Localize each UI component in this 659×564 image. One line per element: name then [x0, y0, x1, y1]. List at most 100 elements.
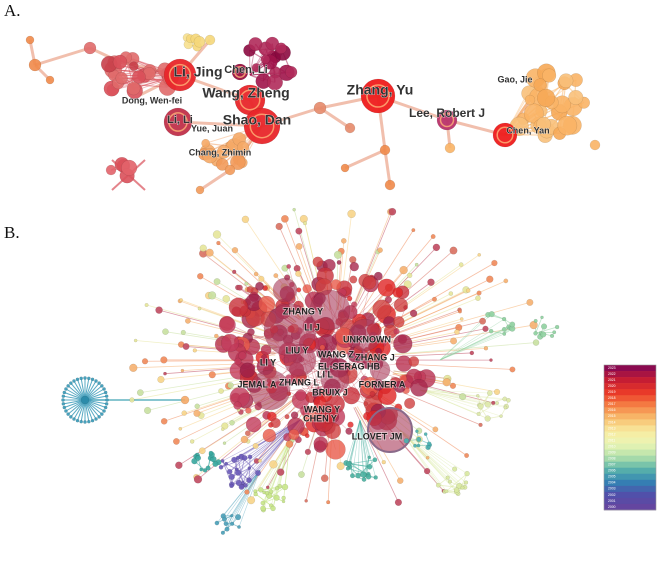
- node: [454, 329, 460, 335]
- node: [283, 343, 317, 377]
- edge: [439, 328, 513, 361]
- node: [360, 471, 367, 478]
- node-label: Gao, Jie: [497, 74, 532, 84]
- node: [262, 428, 277, 443]
- node: [160, 356, 168, 364]
- node-label: ZHANG J: [355, 352, 395, 362]
- edge: [346, 419, 361, 464]
- node: [247, 466, 252, 471]
- node: [450, 337, 458, 345]
- node: [482, 325, 489, 332]
- node: [258, 295, 276, 313]
- edge: [245, 472, 259, 486]
- node: [365, 473, 372, 480]
- node: [475, 393, 480, 398]
- node: [226, 468, 233, 475]
- legend: 2023 2022 2021 2020 2019 2018 2017 2016 2015 2014…: [603, 364, 657, 511]
- node: [284, 414, 290, 420]
- node: [198, 447, 206, 455]
- node: [260, 505, 266, 512]
- node-label: ZHANG L: [279, 377, 319, 387]
- node: [160, 417, 168, 425]
- edge: [386, 385, 481, 426]
- node: [264, 490, 270, 496]
- node: [313, 101, 327, 115]
- node: [270, 505, 276, 512]
- node: [103, 390, 108, 395]
- node: [62, 390, 67, 395]
- edge: [348, 419, 361, 465]
- node: [286, 264, 292, 269]
- node: [69, 381, 73, 385]
- legend-swatch: [604, 485, 656, 493]
- node: [552, 330, 557, 335]
- node: [157, 375, 165, 384]
- node: [212, 460, 219, 467]
- node: [115, 71, 128, 85]
- node: [100, 412, 104, 416]
- node: [477, 252, 482, 257]
- edge: [160, 367, 276, 380]
- node: [266, 74, 283, 91]
- node-label: LI J: [304, 322, 320, 332]
- edge: [263, 439, 291, 493]
- node: [229, 483, 234, 489]
- legend-swatch: [604, 383, 656, 390]
- node: [216, 144, 231, 159]
- node: [340, 238, 347, 244]
- node: [61, 401, 66, 406]
- nodes: [25, 33, 601, 535]
- node: [449, 382, 457, 389]
- legend-swatch: [604, 503, 656, 511]
- node: [304, 433, 310, 439]
- node: [83, 420, 87, 424]
- node: [104, 394, 109, 399]
- node: [302, 284, 312, 294]
- node: [449, 246, 458, 255]
- node: [524, 94, 536, 106]
- node: [72, 417, 76, 421]
- node: [430, 234, 436, 240]
- node: [465, 288, 471, 293]
- legend-label: 2002: [608, 493, 616, 497]
- node: [491, 259, 498, 267]
- node: [253, 271, 259, 277]
- node-label: Yue, Juan: [191, 123, 233, 133]
- node: [195, 185, 205, 195]
- node: [285, 440, 294, 448]
- node: [295, 227, 303, 235]
- node-label: Chang, Zhimin: [189, 147, 252, 157]
- node: [230, 154, 246, 171]
- node: [484, 401, 491, 408]
- node: [143, 406, 152, 415]
- node: [66, 384, 70, 388]
- legend-swatch: [604, 491, 656, 499]
- node: [105, 398, 109, 402]
- edge: [446, 473, 468, 492]
- node: [463, 480, 469, 485]
- node: [227, 382, 234, 389]
- edge: [439, 324, 513, 361]
- node: [136, 389, 144, 396]
- edge: [419, 389, 488, 419]
- node: [272, 277, 298, 303]
- edge: [268, 439, 291, 496]
- node: [320, 353, 327, 360]
- node: [230, 513, 234, 518]
- node: [243, 107, 281, 145]
- legend-label: 2017: [608, 402, 616, 406]
- node: [403, 438, 410, 444]
- node: [172, 438, 180, 445]
- node: [129, 397, 135, 403]
- node: [469, 350, 475, 356]
- edge: [377, 394, 467, 456]
- node: [247, 328, 255, 336]
- legend-label: 2004: [608, 481, 616, 485]
- node: [366, 463, 373, 470]
- node: [355, 472, 362, 479]
- node: [488, 311, 495, 318]
- legend-swatch: [604, 389, 656, 396]
- node: [375, 347, 382, 355]
- legend-label: 2022: [608, 372, 616, 376]
- node: [479, 317, 487, 325]
